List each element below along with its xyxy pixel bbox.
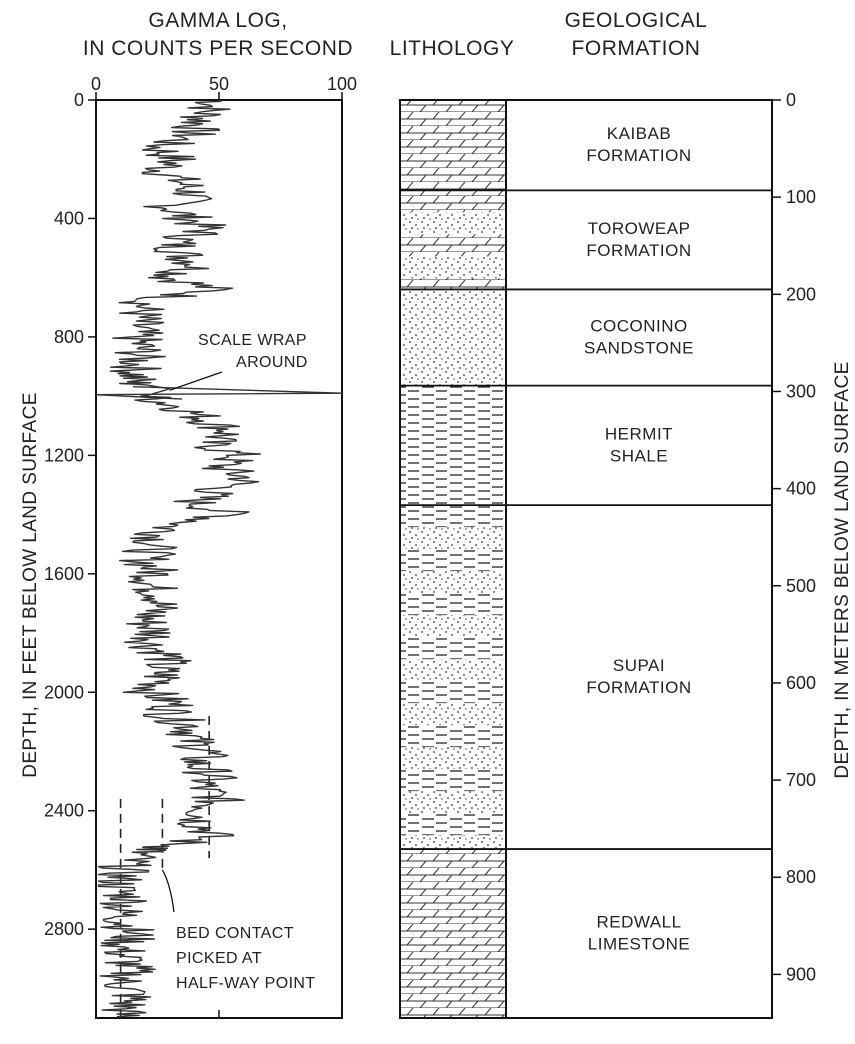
formation-name: FORMATION	[586, 146, 691, 165]
lithology-unit	[400, 100, 506, 191]
formation-name: LIMESTONE	[588, 935, 690, 954]
left-axis-label: DEPTH, IN FEET BELOW LAND SURFACE	[20, 392, 41, 778]
meter-tick-label: 500	[786, 576, 816, 596]
gamma-x-tick-label: 50	[209, 74, 229, 94]
formation-header-line-2: FORMATION	[572, 37, 701, 60]
lithology-unit	[400, 769, 506, 792]
lithology-unit	[400, 278, 506, 290]
formation-frame	[505, 99, 773, 1019]
meter-axis-ticks: 0 100 200 300 400 500 600 700 800 900	[772, 90, 816, 984]
feet-tick-label: 0	[74, 90, 84, 110]
formation-name: REDWALL	[596, 913, 681, 932]
lithology-unit	[400, 571, 506, 594]
lithology-unit	[400, 527, 506, 550]
meter-tick-label: 800	[786, 867, 816, 887]
annotation-leader	[169, 371, 223, 391]
feet-axis-ticks: 0 400 800 1200 1600 2000 2400 2800	[44, 90, 96, 939]
feet-tick-label: 2800	[44, 919, 84, 939]
gamma-header-line-2: IN COUNTS PER SECOND	[83, 37, 353, 60]
gamma-x-tick-label: 100	[327, 74, 357, 94]
lithology-unit	[400, 505, 506, 528]
annotation-bed-contact-text: BED CONTACT	[176, 925, 294, 942]
meter-tick-label: 100	[786, 187, 816, 207]
gamma-header-line-1: GAMMA LOG,	[148, 9, 287, 32]
lithology-unit	[400, 725, 506, 748]
annotation-leader	[161, 869, 175, 913]
lithology-unit	[400, 385, 506, 506]
gamma-x-tick-label: 0	[91, 74, 101, 94]
formation-name: FORMATION	[586, 678, 691, 697]
lithology-unit	[400, 813, 506, 836]
lithology-unit	[400, 681, 506, 704]
formation-name: COCONINO	[590, 317, 688, 336]
lithology-unit	[400, 289, 506, 386]
scale-wrap-spike	[95, 385, 343, 400]
meter-tick-label: 400	[786, 479, 816, 499]
formation-name: HERMIT	[605, 424, 673, 443]
lithology-unit	[400, 256, 506, 279]
feet-tick-label: 2400	[44, 801, 84, 821]
lithology-unit	[400, 593, 506, 616]
formation-name: SUPAI	[613, 656, 665, 675]
reference-lines	[95, 385, 343, 1018]
meter-tick-label: 600	[786, 673, 816, 693]
lithology-unit	[400, 212, 506, 235]
feet-tick-label: 400	[54, 208, 84, 228]
lithology-unit	[400, 234, 506, 257]
gamma-x-ticks: 0 50 100	[91, 74, 357, 1018]
formation-column: KAIBAB FORMATION TOROWEAP FORMATION COCONINO…	[400, 124, 772, 954]
annotations: SCALE WRAP AROUND BED CONTACT PICKED AT HALF…	[161, 332, 316, 992]
annotation-scale-wrap-text: AROUND	[236, 354, 308, 371]
gamma-log-curve	[97, 99, 261, 1018]
feet-tick-label: 1200	[44, 445, 84, 465]
annotation-bed-contact-text: PICKED AT	[176, 950, 262, 967]
meter-tick-label: 700	[786, 770, 816, 790]
formation-name: SANDSTONE	[584, 339, 694, 358]
lithology-unit	[400, 190, 506, 213]
formation-name: FORMATION	[586, 241, 691, 260]
formation-name: SHALE	[610, 446, 668, 465]
feet-tick-label: 2000	[44, 682, 84, 702]
formation-header-line-1: GEOLOGICAL	[565, 9, 708, 32]
lithology-column	[400, 100, 506, 1018]
formation-name: TOROWEAP	[588, 219, 691, 238]
lithology-unit	[400, 549, 506, 572]
lithology-unit	[400, 791, 506, 814]
meter-tick-label: 0	[786, 90, 796, 110]
meter-tick-label: 300	[786, 381, 816, 401]
lithology-unit	[400, 637, 506, 660]
annotation-bed-contact-text: HALF-WAY POINT	[176, 975, 316, 992]
lithology-unit	[400, 849, 506, 1018]
right-axis-label: DEPTH, IN METERS BELOW LAND SURFACE	[832, 361, 853, 778]
lithology-unit	[400, 703, 506, 726]
lithology-unit	[400, 835, 506, 850]
feet-tick-label: 800	[54, 327, 84, 347]
lithology-unit	[400, 659, 506, 682]
annotation-scale-wrap-text: SCALE WRAP	[198, 332, 307, 349]
formation-name: KAIBAB	[607, 124, 671, 143]
lithology-unit	[400, 615, 506, 638]
meter-tick-label: 900	[786, 964, 816, 984]
lithology-unit	[400, 747, 506, 770]
feet-tick-label: 1600	[44, 564, 84, 584]
meter-tick-label: 200	[786, 284, 816, 304]
lithology-header: LITHOLOGY	[390, 37, 515, 60]
